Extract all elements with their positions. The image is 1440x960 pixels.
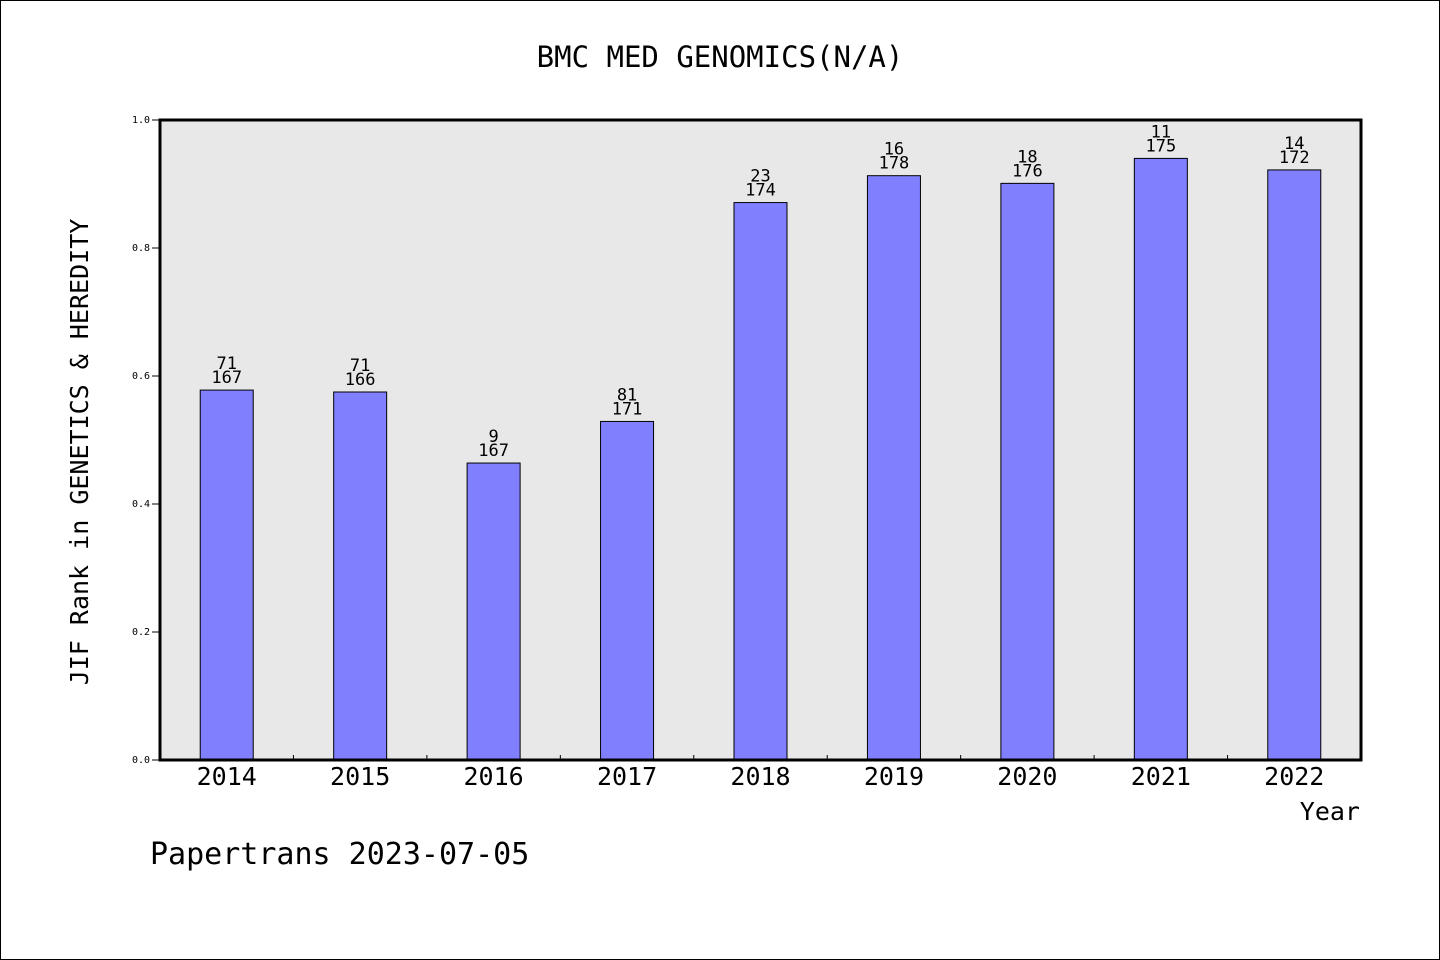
x-tick-label-2022: 2022 [1264,762,1324,791]
bar-total-label-2021: 175 [1145,136,1176,156]
x-tick-label-2015: 2015 [330,762,390,791]
bar-total-label-2019: 178 [879,154,910,174]
bar-total-label-2020: 176 [1012,161,1043,181]
bars [199,157,1322,761]
x-tick-label-2020: 2020 [997,762,1057,791]
bar-2017 [600,420,655,761]
bar-rank-label-2019: 16 [884,140,904,160]
x-tick-label-2017: 2017 [597,762,657,791]
bar-2021 [1133,157,1188,761]
bar-rank-label-2021: 11 [1151,122,1171,142]
bar-2016 [466,462,521,761]
y-tick-label-5: 1.0 [132,115,150,126]
bar-total-label-2016: 167 [478,441,509,461]
bar-2015 [333,391,388,761]
chart-title: BMC MED GENOMICS(N/A) [537,40,904,74]
bar-2014 [199,389,254,761]
bar-2020 [1000,182,1055,761]
bar-rank-label-2020: 18 [1017,147,1037,167]
y-tick-label-4: 0.8 [132,243,150,254]
bar-total-label-2015: 166 [345,370,376,390]
x-tick-label-2018: 2018 [730,762,790,791]
x-tick-label-2014: 2014 [197,762,257,791]
plot-border [158,118,1363,762]
bar-total-label-2022: 172 [1279,148,1310,168]
bar-2018 [733,202,788,761]
bar-rank-label-2014: 71 [216,354,236,374]
y-tick-label-0: 0.0 [132,755,150,766]
x-tick-label-2016: 2016 [464,762,524,791]
bar-rank-label-2015: 71 [350,356,370,376]
bar-total-label-2017: 171 [612,399,643,419]
x-tick-label-2021: 2021 [1131,762,1191,791]
x-tick-label-2019: 2019 [864,762,924,791]
y-axis: 0.0 0.2 0.4 0.6 0.8 1.0 [132,115,160,766]
bar-total-label-2014: 167 [211,368,242,388]
bar-total-label-2018: 174 [745,181,776,201]
bar-rank-label-2017: 81 [617,385,637,405]
x-axis-label: Year [1300,797,1360,826]
bar-rank-label-2018: 23 [750,167,770,187]
y-axis-label: JIF Rank in GENETICS & HEREDITY [65,219,94,686]
bar-rank-label-2016: 9 [488,427,498,447]
y-tick-label-2: 0.4 [132,499,150,510]
bar-2019 [866,175,921,761]
bar-rank-label-2022: 14 [1284,134,1304,154]
y-tick-label-3: 0.6 [132,371,150,382]
footer-credit: Papertrans 2023-07-05 [150,837,529,872]
x-axis: 2014 2015 2016 2017 2018 2019 2020 2021 2022 [197,755,1324,791]
y-tick-label-1: 0.2 [132,627,150,638]
bar-2022 [1267,169,1322,761]
